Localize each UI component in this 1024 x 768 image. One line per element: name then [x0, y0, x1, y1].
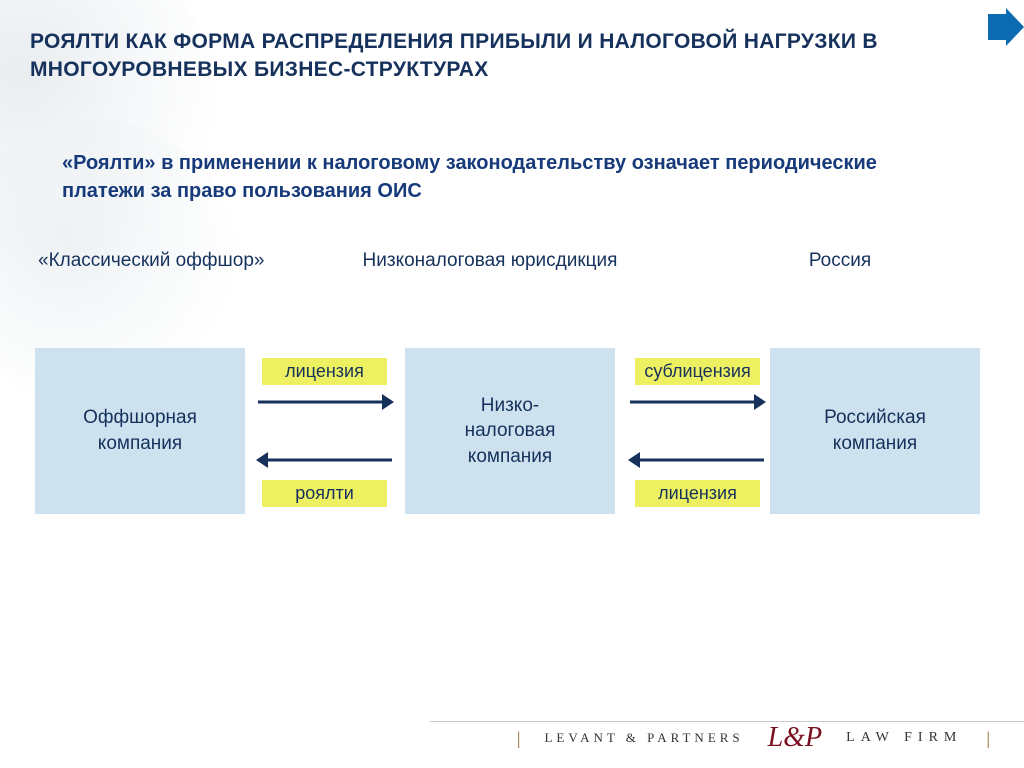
footer-left-text: LEVANT & PARTNERS	[544, 730, 743, 746]
slide-title: Роялти как форма распределения прибыли и…	[30, 28, 930, 85]
arrow-right-icon	[254, 390, 396, 414]
column-label-russia: Россия	[740, 248, 940, 275]
arrow-left-icon	[254, 448, 396, 472]
column-label-offshore: «Классический оффшор»	[38, 248, 264, 275]
arrow-left-icon	[626, 448, 768, 472]
logo-monogram-icon: L&P	[768, 722, 822, 754]
footer-right-text: LAW FIRM	[846, 730, 962, 746]
tag-license-bottom-right: лицензия	[635, 480, 760, 507]
tag-sublicense-top-right: сублицензия	[635, 358, 760, 385]
node-russian-company: Российскаякомпания	[770, 348, 980, 514]
tag-license-top-left: лицензия	[262, 358, 387, 385]
slide: Роялти как форма распределения прибыли и…	[0, 0, 1024, 768]
footer-logo: | LEVANT & PARTNERS L&P LAW FIRM |	[0, 722, 1024, 754]
divider-icon: |	[986, 728, 990, 749]
slide-subtitle: «Роялти» в применении к налоговому закон…	[62, 150, 932, 205]
column-label-lowTax: Низконалоговая юрисдикция	[360, 248, 620, 275]
node-offshore-company: Оффшорнаякомпания	[35, 348, 245, 514]
divider-icon: |	[517, 728, 521, 749]
arrow-right-icon	[626, 390, 768, 414]
node-lowTax-company: Низко-налоговаякомпания	[405, 348, 615, 514]
tag-royalty-bottom-left: роялти	[262, 480, 387, 507]
corner-arrow-icon	[988, 8, 1024, 46]
